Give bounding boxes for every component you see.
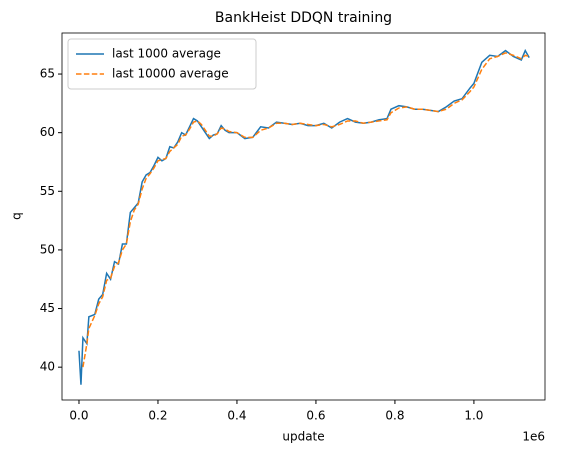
x-tick-label: 0.2: [148, 409, 167, 423]
data-line: [78, 48, 530, 385]
x-tick-label: 0.0: [69, 409, 88, 423]
x-tick-label: 0.6: [306, 409, 325, 423]
x-axis-label: update: [282, 430, 324, 444]
x-tick-label: 0.4: [227, 409, 246, 423]
legend-label: last 10000 average: [112, 67, 229, 81]
legend-label: last 1000 average: [112, 47, 221, 61]
y-tick-label: 45: [40, 301, 55, 315]
axes-frame: [61, 32, 546, 401]
x-tick-label: 1.0: [464, 409, 483, 423]
y-tick-label: 50: [40, 242, 55, 256]
data-line: [82, 52, 530, 368]
x-offset-label: 1e6: [522, 430, 545, 444]
y-tick-label: 40: [40, 360, 55, 374]
legend-box: [67, 38, 257, 90]
y-tick-label: 65: [40, 67, 55, 81]
chart-title: BankHeist DDQN training: [215, 10, 392, 26]
y-tick-label: 60: [40, 125, 55, 139]
y-tick-label: 55: [40, 184, 55, 198]
y-axis-label: q: [10, 212, 24, 220]
x-tick-label: 0.8: [385, 409, 404, 423]
